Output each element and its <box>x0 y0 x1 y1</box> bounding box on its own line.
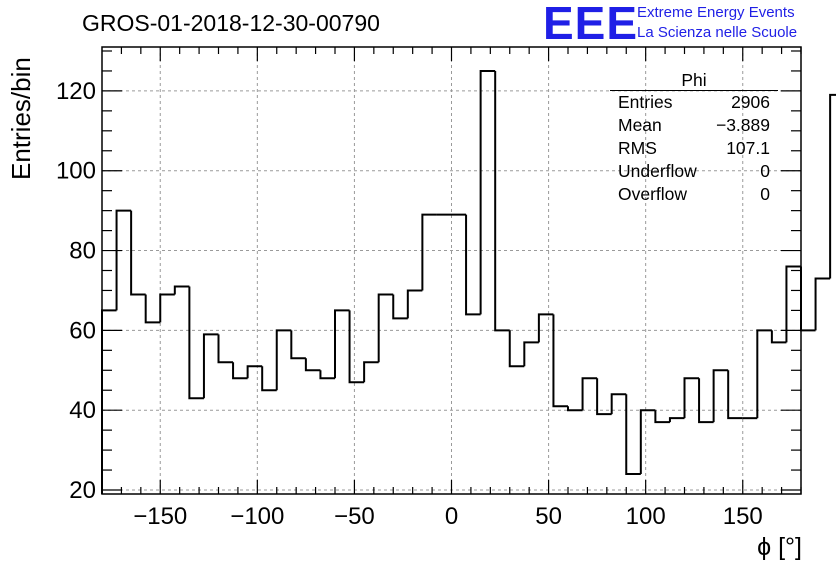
histogram-bin <box>596 378 612 416</box>
axis-tick-labels: −150 −100 −50 0 50 100 150 20 40 60 80 100 120 <box>56 78 763 530</box>
histogram-bin <box>829 93 836 279</box>
histogram-bin <box>159 293 175 323</box>
stats-value: 107.1 <box>726 138 770 158</box>
stats-box: Phi Entries 2906 Mean −3.889 RMS 107.1 U… <box>610 70 778 206</box>
stats-title: Phi <box>610 70 778 91</box>
chart-title: GROS-01-2018-12-30-00790 <box>82 10 380 36</box>
histogram-bin <box>261 366 277 392</box>
stats-label: Mean <box>618 115 662 135</box>
histogram-bin <box>319 370 335 380</box>
stats-row: Underflow 0 <box>610 160 778 183</box>
y-axis-label: Entries/bin <box>6 57 36 180</box>
histogram-bin <box>639 409 656 475</box>
histogram-bin <box>465 214 481 316</box>
y-tick-label: 20 <box>69 477 96 504</box>
histogram-bin <box>668 417 685 423</box>
histogram-bin <box>785 265 801 343</box>
histogram-bin <box>275 329 292 391</box>
x-tick-label: 0 <box>445 503 458 530</box>
histogram-bin <box>130 210 146 296</box>
histogram-bin <box>537 313 554 343</box>
histogram-bin <box>232 362 248 380</box>
y-tick-label: 60 <box>69 317 96 344</box>
histogram-bin <box>421 213 437 291</box>
logo-line-1: Extreme Energy Events <box>637 4 795 21</box>
histogram-bin <box>625 394 641 476</box>
histogram-bin <box>217 334 234 364</box>
histogram-bin <box>508 330 525 368</box>
histogram-bin <box>698 378 714 424</box>
histogram-bin <box>654 410 670 424</box>
stats-value: 0 <box>760 184 770 204</box>
histogram-bin <box>392 294 408 320</box>
histogram-bin <box>610 393 627 415</box>
histogram-bin <box>683 377 700 419</box>
histogram-bin <box>188 286 204 400</box>
x-tick-label: 50 <box>535 503 562 530</box>
histogram-bin <box>712 369 729 423</box>
histogram-bin <box>552 314 568 408</box>
stats-value: 2906 <box>731 92 770 112</box>
stats-label: Overflow <box>618 184 688 204</box>
histogram-bin <box>727 370 743 420</box>
x-tick-label: 150 <box>723 503 763 530</box>
histogram-bin <box>144 294 161 324</box>
histogram-bin <box>290 330 306 360</box>
stats-row: Entries 2906 <box>610 91 778 114</box>
stats-value: −3.889 <box>715 115 770 135</box>
y-tick-label: 100 <box>56 158 96 185</box>
x-tick-label: 100 <box>626 503 666 530</box>
histogram-bin <box>202 333 219 399</box>
histogram-bin <box>800 266 816 332</box>
y-tick-label: 80 <box>69 238 96 265</box>
histogram-bin <box>494 70 510 332</box>
y-tick-label: 120 <box>56 78 96 105</box>
histogram-bin <box>581 377 598 411</box>
x-tick-label: −50 <box>334 503 375 530</box>
histogram-bin <box>523 341 539 367</box>
x-axis-label: ϕ [°] <box>757 533 802 561</box>
histogram-bin <box>304 358 321 372</box>
stats-label: RMS <box>618 138 657 158</box>
plot-frame <box>101 46 802 495</box>
histogram-bin <box>567 406 583 412</box>
histogram-bin <box>246 365 263 379</box>
histogram-bin <box>377 293 394 363</box>
histogram-bin <box>406 289 423 319</box>
stats-row: RMS 107.1 <box>610 137 778 160</box>
y-tick-label: 40 <box>69 397 96 424</box>
stats-row: Mean −3.889 <box>610 114 778 137</box>
histogram-bin <box>334 309 350 379</box>
histogram-bin <box>814 277 831 331</box>
histogram-bin <box>770 330 787 344</box>
histogram-bin <box>756 329 772 419</box>
logo-line-2: La Scienza nelle Scuole <box>637 24 798 41</box>
histogram-bin <box>479 69 496 315</box>
histogram-bin <box>101 309 117 494</box>
stats-label: Underflow <box>618 161 697 181</box>
eee-logo: EEE <box>543 0 639 49</box>
stats-row: Overflow 0 <box>610 183 778 206</box>
x-tick-label: −100 <box>230 503 284 530</box>
axis-ticks <box>102 47 802 494</box>
histogram-bin <box>115 209 132 311</box>
stats-label: Entries <box>618 92 673 112</box>
histogram-bin <box>173 285 190 295</box>
histogram-bin <box>363 361 379 383</box>
x-tick-label: −150 <box>133 503 187 530</box>
stats-value: 0 <box>760 161 770 181</box>
histogram-bin <box>348 310 365 384</box>
